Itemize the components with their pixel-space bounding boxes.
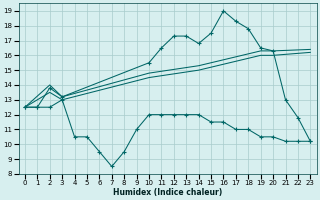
X-axis label: Humidex (Indice chaleur): Humidex (Indice chaleur) bbox=[113, 188, 222, 197]
